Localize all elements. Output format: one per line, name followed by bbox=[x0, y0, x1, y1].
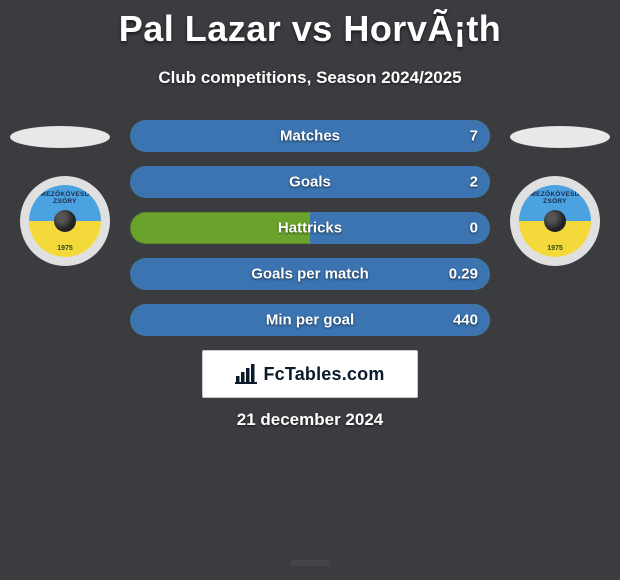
page-title: Pal Lazar vs HorvÃ¡th bbox=[0, 0, 620, 50]
badge-club-name: MEZŐKÖVESDZSÓRY bbox=[519, 191, 591, 205]
right-player-ellipse bbox=[510, 126, 610, 148]
stat-row: Goals 2 bbox=[130, 166, 490, 198]
badge-ball-icon bbox=[54, 210, 76, 232]
badge-ball-icon bbox=[544, 210, 566, 232]
stat-value-right: 0.29 bbox=[449, 266, 478, 283]
badge-club-name: MEZŐKÖVESDZSÓRY bbox=[29, 191, 101, 205]
stat-row: Min per goal 440 bbox=[130, 304, 490, 336]
stats-panel: Matches 7 Goals 2 Hattricks 0 Goals per match 0… bbox=[130, 120, 490, 350]
stat-label: Goals bbox=[289, 174, 331, 191]
stat-value-right: 2 bbox=[470, 174, 478, 191]
stat-value-right: 0 bbox=[470, 220, 478, 237]
subtitle: Club competitions, Season 2024/2025 bbox=[0, 68, 620, 88]
left-player-ellipse bbox=[10, 126, 110, 148]
footer-divider bbox=[290, 560, 330, 566]
stat-label: Hattricks bbox=[278, 220, 342, 237]
bar-chart-icon bbox=[235, 364, 257, 384]
stat-label: Goals per match bbox=[251, 266, 369, 283]
left-club-badge: MEZŐKÖVESDZSÓRY 1975 bbox=[20, 176, 110, 266]
stat-value-right: 7 bbox=[470, 128, 478, 145]
stat-row: Goals per match 0.29 bbox=[130, 258, 490, 290]
stat-row: Hattricks 0 bbox=[130, 212, 490, 244]
badge-year: 1975 bbox=[29, 245, 101, 252]
right-club-badge: MEZŐKÖVESDZSÓRY 1975 bbox=[510, 176, 600, 266]
stat-row: Matches 7 bbox=[130, 120, 490, 152]
stat-label: Matches bbox=[280, 128, 340, 145]
date: 21 december 2024 bbox=[0, 410, 620, 430]
badge-year: 1975 bbox=[519, 245, 591, 252]
stat-label: Min per goal bbox=[266, 312, 354, 329]
stat-value-right: 440 bbox=[453, 312, 478, 329]
brand-text: FcTables.com bbox=[263, 364, 384, 385]
brand-box[interactable]: FcTables.com bbox=[202, 350, 418, 398]
